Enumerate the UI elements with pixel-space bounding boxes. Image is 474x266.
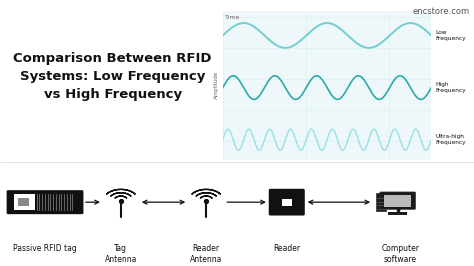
Text: Passive RFID tag: Passive RFID tag	[13, 244, 77, 253]
Bar	[376, 193, 386, 211]
Text: High
Frequency: High Frequency	[436, 82, 466, 93]
Text: Tag
Antenna: Tag Antenna	[105, 244, 137, 264]
FancyBboxPatch shape	[269, 189, 305, 215]
Text: Reader: Reader	[273, 244, 301, 253]
Text: Time: Time	[225, 15, 240, 20]
Text: Comparison Between RFID
Systems: Low Frequency
vs High Frequency: Comparison Between RFID Systems: Low Fre…	[13, 52, 212, 101]
Text: Computer
software: Computer software	[382, 244, 419, 264]
FancyBboxPatch shape	[380, 192, 415, 209]
FancyBboxPatch shape	[7, 190, 83, 214]
Text: Low
Frequency: Low Frequency	[436, 30, 466, 41]
Bar	[18, 198, 28, 206]
Bar	[282, 199, 292, 206]
Bar	[384, 194, 411, 207]
Text: Ultra-high
Frequency: Ultra-high Frequency	[436, 134, 466, 145]
Bar	[14, 194, 35, 210]
Bar	[388, 213, 407, 215]
Text: encstore.com: encstore.com	[412, 7, 469, 16]
Text: Reader
Antenna: Reader Antenna	[190, 244, 222, 264]
Text: Amplitude: Amplitude	[214, 71, 219, 99]
